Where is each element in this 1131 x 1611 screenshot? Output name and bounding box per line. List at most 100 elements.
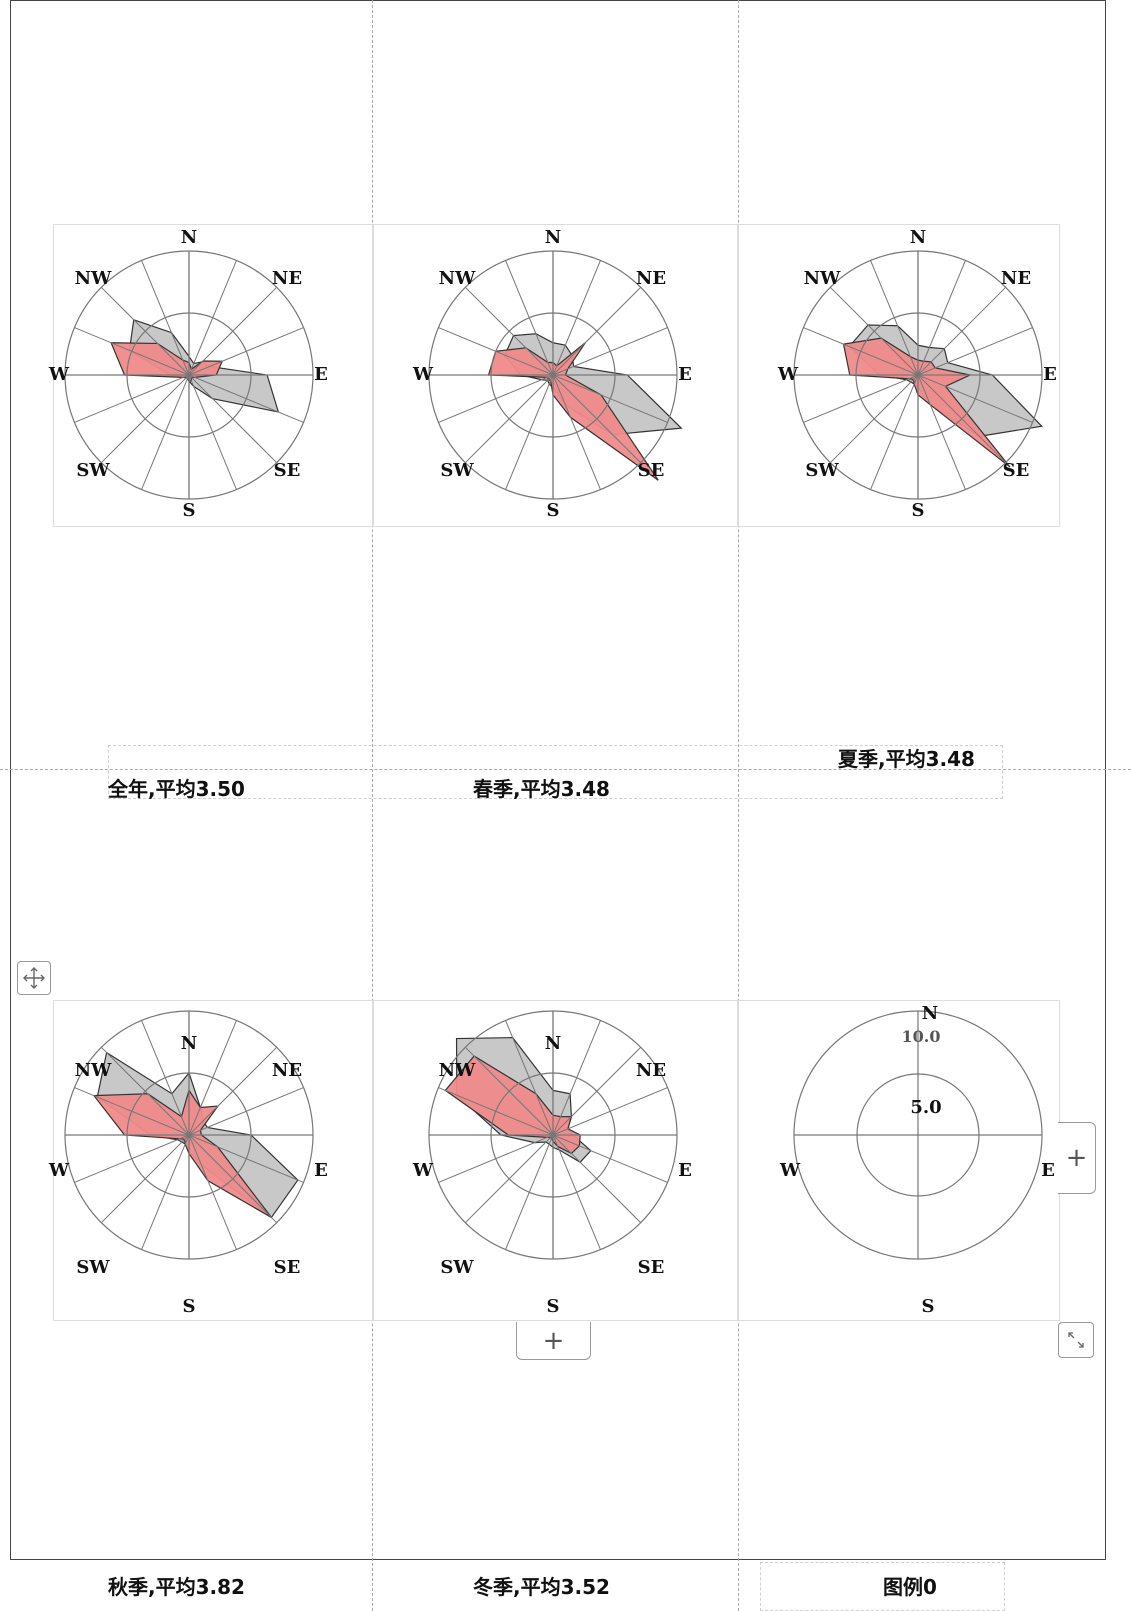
spoke: [505, 1020, 554, 1136]
spoke: [829, 374, 919, 464]
direction-label-n: N: [181, 1033, 197, 1054]
spoke: [552, 1087, 668, 1136]
direction-label-sw: SW: [440, 1257, 474, 1278]
spoke: [917, 286, 1007, 376]
spoke: [917, 327, 1033, 376]
spoke: [188, 286, 278, 376]
spoke: [141, 374, 190, 490]
direction-label-nw: NW: [439, 1060, 476, 1081]
direction-label-s: S: [547, 1296, 560, 1317]
direction-label-w: W: [412, 1160, 434, 1181]
rose-panel-annual[interactable]: [53, 224, 373, 527]
spoke: [552, 1134, 668, 1183]
direction-label-sw: SW: [440, 460, 474, 481]
spoke: [188, 1046, 278, 1136]
rose-panel-autumn[interactable]: [53, 1000, 373, 1321]
direction-label-nw: NW: [75, 1060, 112, 1081]
spoke: [552, 1020, 601, 1136]
direction-label-nw: NW: [439, 268, 476, 289]
spoke: [870, 260, 919, 376]
direction-label-w: W: [777, 364, 799, 385]
spoke: [100, 1134, 190, 1224]
plus-icon: +: [1065, 1143, 1088, 1173]
direction-label-se: SE: [274, 460, 301, 481]
move-handle-button[interactable]: [17, 961, 51, 995]
direction-label-s: S: [183, 1296, 196, 1317]
spoke: [552, 1134, 642, 1224]
direction-label-se: SE: [274, 1257, 301, 1278]
spoke: [74, 374, 190, 423]
spoke: [552, 374, 668, 423]
spoke: [188, 1134, 237, 1250]
add-right-button[interactable]: +: [1058, 1122, 1096, 1194]
direction-label-sw: SW: [76, 1257, 110, 1278]
caption-legend: 图例0: [883, 1575, 937, 1599]
spoke: [505, 1134, 554, 1250]
page-frame: [10, 0, 1106, 1560]
spoke: [505, 374, 554, 490]
spoke: [464, 1134, 554, 1224]
spoke: [141, 260, 190, 376]
direction-label-e: E: [1041, 1160, 1055, 1181]
plus-icon: +: [542, 1325, 565, 1356]
wind-rose-2: N NE E SE S SW W NW: [777, 227, 1057, 521]
caption-summer-text: 夏季,平均3.48: [838, 747, 975, 771]
direction-label-nw: NW: [75, 268, 112, 289]
guide-v-1: [372, 0, 373, 1611]
caption-autumn: 秋季,平均3.82: [108, 1575, 245, 1599]
spoke: [464, 374, 554, 464]
legend-rose: N E S W 5.0 10.0: [779, 1003, 1055, 1317]
direction-label-w: W: [412, 364, 434, 385]
spoke: [188, 327, 304, 376]
move-arrows-icon: [23, 967, 45, 989]
spoke: [552, 286, 642, 376]
spoke: [917, 260, 966, 376]
spoke: [917, 374, 1007, 464]
direction-label-n: N: [181, 227, 197, 248]
spoke: [552, 1134, 601, 1250]
direction-label-w: W: [779, 1160, 801, 1181]
direction-label-ne: NE: [636, 1060, 666, 1081]
caption-annual: 全年,平均3.50: [108, 777, 245, 801]
spoke: [803, 374, 919, 423]
direction-label-sw: SW: [805, 460, 839, 481]
direction-label-nw: NW: [804, 268, 841, 289]
spoke: [188, 1087, 304, 1136]
spoke: [100, 286, 190, 376]
direction-label-e: E: [314, 1160, 328, 1181]
direction-label-ne: NE: [272, 1060, 302, 1081]
resize-handle-button[interactable]: [1058, 1322, 1094, 1358]
direction-label-ne: NE: [1001, 268, 1031, 289]
spoke: [74, 1087, 190, 1136]
rose-panel-spring[interactable]: [373, 224, 738, 527]
spoke: [917, 374, 966, 490]
spoke: [552, 1046, 642, 1136]
spoke: [74, 1134, 190, 1183]
direction-label-s: S: [547, 500, 560, 521]
wind-rose-4: N NE E SE S SW W NW: [412, 1010, 692, 1317]
spoke: [870, 374, 919, 490]
rose-panel-summer[interactable]: [738, 224, 1060, 527]
spoke: [552, 374, 642, 464]
direction-label-n: N: [910, 227, 926, 248]
spoke: [829, 286, 919, 376]
direction-label-e: E: [1043, 364, 1057, 385]
spoke: [803, 327, 919, 376]
wind-rose-1: N NE E SE S SW W NW: [412, 227, 692, 521]
direction-label-ne: NE: [272, 268, 302, 289]
spoke: [464, 286, 554, 376]
spoke: [141, 1134, 190, 1250]
direction-label-n: N: [545, 1033, 561, 1054]
direction-label-s: S: [912, 500, 925, 521]
spoke: [188, 1134, 278, 1224]
direction-label-w: W: [48, 364, 70, 385]
spoke: [188, 1134, 304, 1183]
rose-panel-winter[interactable]: [373, 1000, 738, 1321]
spoke: [188, 374, 278, 464]
direction-label-s: S: [922, 1296, 935, 1317]
add-below-button[interactable]: +: [516, 1322, 591, 1360]
spoke: [438, 1087, 554, 1136]
direction-label-e: E: [678, 1160, 692, 1181]
caption-box-row1: [108, 745, 1003, 799]
